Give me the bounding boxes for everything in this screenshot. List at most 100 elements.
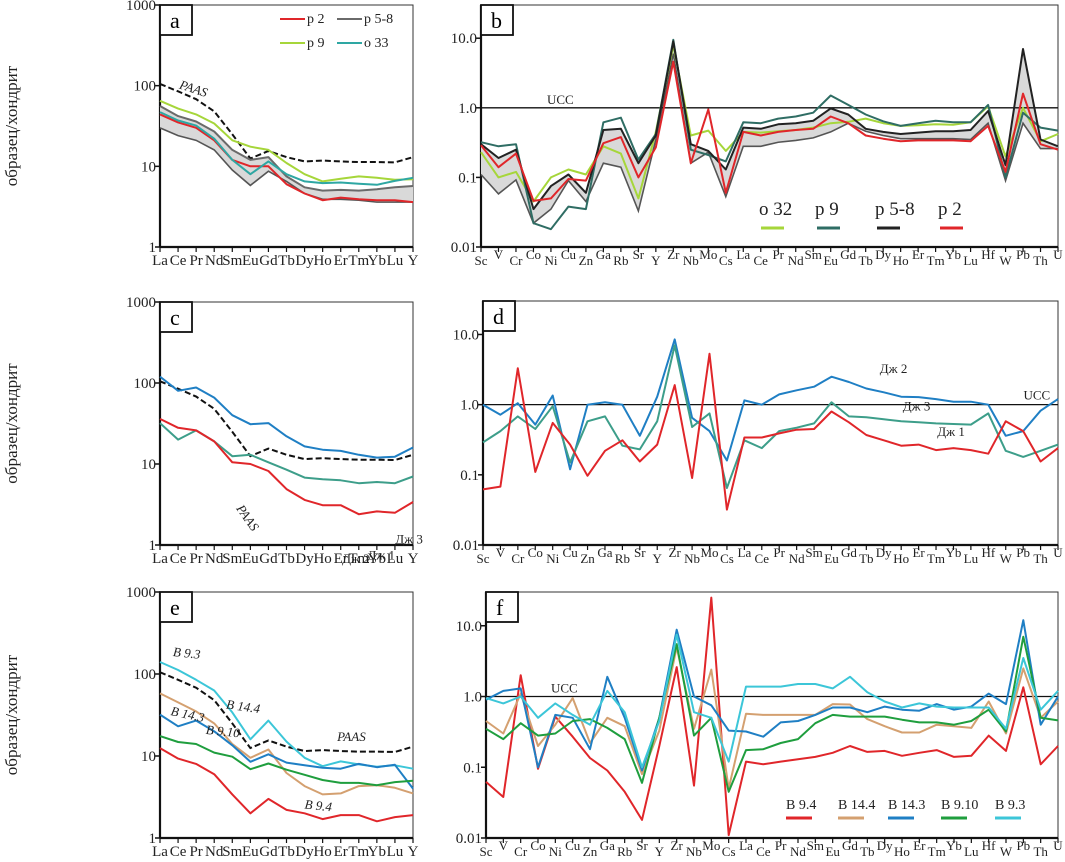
series-line-о-33 [159,111,414,186]
x-tick-label: Ce [170,844,187,860]
legend-label: р 2 [307,12,325,27]
x-tick-label: Sm [805,545,822,560]
x-tick-label: Ni [544,253,557,268]
x-tick-label: Gd [841,545,857,560]
x-tick-label: Eu [242,253,259,269]
x-tick-label: Y [653,551,663,566]
x-tick-label: Cr [511,551,525,566]
y-tick-label: 1 [149,240,157,256]
x-tick-label: Nd [789,551,805,566]
x-tick-label: Eu [242,551,259,567]
x-tick-label: Gd [259,253,278,269]
legend-label: B 14.4 [838,798,875,813]
x-tick-label: Y [408,253,419,269]
legend-label: B 9.4 [786,798,816,813]
x-tick-label: Zr [671,838,684,853]
y-tick-label: 0.01 [451,240,477,256]
legend-label: B 9.10 [941,798,978,813]
x-tick-label: Y [408,551,419,567]
x-tick-label: Nd [788,253,804,268]
series-line-р-2 [159,113,414,204]
x-tick-label: Mo [702,838,720,853]
x-tick-label: Th [1033,844,1048,859]
x-tick-label: Ce [756,844,771,859]
x-tick-label: Ho [893,253,909,268]
x-tick-label: Dy [875,247,891,262]
x-tick-label: La [152,844,168,860]
x-tick-label: Yb [368,253,386,269]
series-line-р-2 [480,60,1059,202]
x-tick-label: W [999,253,1012,268]
x-tick-label: Co [526,247,541,262]
y-tick-label: 10 [141,749,156,765]
x-tick-label: Hf [982,838,996,853]
series-annotation: Дж 1 [937,424,965,439]
x-tick-label: Eu [823,253,838,268]
y-tick-label: 0.1 [460,468,479,484]
x-tick-label: Rb [617,844,632,859]
y-axis-label: образец/хондрит [2,65,21,186]
x-tick-label: Pb [1016,545,1030,560]
y-tick-label: 10 [141,457,156,473]
range-band-lower [480,53,1058,225]
x-tick-label: Nd [790,844,806,859]
x-tick-label: U [1053,247,1063,262]
x-tick-label: Mo [700,545,718,560]
x-tick-label: Sc [475,253,488,268]
y-tick-label: 10.0 [451,31,477,47]
x-tick-label: Ce [170,551,187,567]
x-tick-label: Er [334,844,348,860]
x-tick-label: U [1053,838,1063,853]
x-tick-label: Yb [368,844,386,860]
y-tick-label: 0.01 [453,538,479,554]
x-tick-label: Y [655,844,665,859]
x-tick-label: Ho [313,551,331,567]
x-tick-label: Pr [189,844,202,860]
series-annotation: Дж 2 [880,361,908,376]
y-tick-label: 1 [149,831,157,847]
x-tick-label: Ce [170,253,187,269]
x-tick-label: Mo [699,247,717,262]
ucc-label: UCC [1024,388,1051,403]
legend: о 32 р 9 р 5-8 р 2 [759,199,963,230]
y-axis-label: образец/хондрит [2,363,21,484]
series-annotation: Дж 1 [367,548,395,563]
x-tick-label: Yb [946,838,962,853]
x-tick-label: Eu [242,844,259,860]
series-annotation: B 14.4 [225,697,261,717]
x-tick-label: Tb [278,844,295,860]
x-tick-label: Pr [189,253,202,269]
x-tick-label: Tm [927,253,945,268]
x-tick-label: Pb [1016,838,1030,853]
x-tick-label: Y [651,253,661,268]
x-tick-label: Ho [894,844,910,859]
x-tick-label: Ho [313,844,331,860]
series-annotation: B 9.4 [304,797,333,815]
x-tick-label: V [499,838,509,853]
panel-f: f 0.01 0.1 1.0 10.0 Sc V Cr Co Ni Cu Zn Ga Rb Sr Y Zr Nb M… [456,591,1063,859]
series-line-Дж-2 [482,338,1059,471]
paas-label: PAAS [336,729,366,744]
legend-label: о 33 [364,36,389,51]
x-tick-label: Lu [964,844,979,859]
x-tick-label: Cs [720,551,734,566]
x-tick-label: Ga [597,545,612,560]
legend-label: о 32 [759,199,792,220]
x-tick-label: Y [408,844,419,860]
x-tick-label: Rb [615,551,630,566]
series-line-B-14.3 [159,713,414,790]
x-tick-label: Gd [840,247,856,262]
series-annotation: Дж 2 [342,551,370,566]
x-tick-label: Nd [205,551,224,567]
x-tick-label: Pb [1016,247,1030,262]
paas-reference-line [159,83,414,164]
x-tick-label: Dy [876,545,892,560]
series-line-Дж-1 [159,418,414,516]
x-tick-label: Sm [222,844,242,860]
legend-label: р 9 [307,36,325,51]
y-tick-label: 10.0 [456,619,482,635]
x-tick-label: Cs [719,253,733,268]
x-tick-label: Er [913,838,926,853]
x-tick-label: Pr [189,551,202,567]
